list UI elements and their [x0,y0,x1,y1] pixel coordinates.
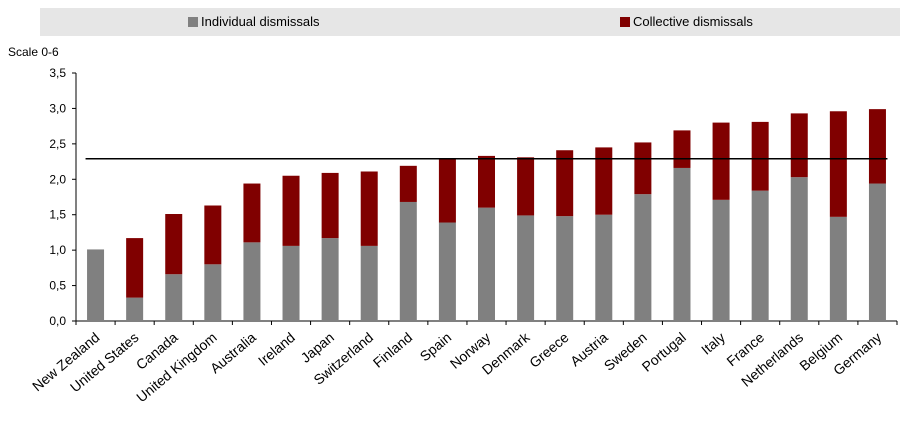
legend-label-collective: Collective dismissals [633,14,753,29]
x-category-label: United States [67,329,142,395]
bar-individual-dismissals [868,183,886,321]
bar-collective-dismissals [673,130,691,168]
bar-individual-dismissals [790,177,808,321]
bar-individual-dismissals [517,215,535,321]
y-tick-label: 0,0 [49,314,66,328]
bar-individual-dismissals [165,274,183,321]
bar-individual-dismissals [360,245,378,321]
bar-individual-dismissals [556,216,574,321]
bar-collective-dismissals [790,113,808,178]
bar-individual-dismissals [438,222,456,321]
bar-individual-dismissals [712,199,730,321]
y-axis-unit-label: Scale 0-6 [8,45,59,59]
bar-individual-dismissals [321,238,339,321]
bar-collective-dismissals [478,155,495,208]
bar-collective-dismissals [438,158,456,223]
bar-collective-dismissals [165,214,183,275]
y-tick-label: 3,5 [49,66,66,80]
x-category-label: Portugal [639,329,689,375]
y-tick-label: 3,0 [49,101,66,115]
bar-individual-dismissals [243,242,261,321]
bar-collective-dismissals [556,150,574,217]
bar-collective-dismissals [126,238,144,298]
y-tick-label: 1,5 [49,208,66,222]
bar-collective-dismissals [399,165,417,202]
bar-individual-dismissals [282,245,300,321]
bar-collective-dismissals [321,172,339,239]
x-category-label: Greece [526,329,572,371]
y-tick-label: 0,5 [49,279,66,293]
x-category-label: Ireland [255,329,298,369]
bar-collective-dismissals [243,183,261,243]
x-category-label: Italy [698,329,728,358]
bar-collective-dismissals [712,122,730,200]
bar-individual-dismissals [478,207,495,321]
legend: Individual dismissals Collective dismiss… [40,8,900,36]
bar-collective-dismissals [751,121,769,191]
y-tick-label: 1,0 [49,243,66,257]
legend-swatch-collective [620,16,630,27]
bar-individual-dismissals [204,264,222,321]
bar-individual-dismissals [829,216,847,321]
legend-item-individual: Individual dismissals [188,14,320,29]
bar-collective-dismissals [360,171,378,246]
bar-individual-dismissals [126,297,144,321]
bar-individual-dismissals [595,214,613,321]
bar-collective-dismissals [204,205,222,265]
bar-collective-dismissals [634,142,652,195]
bar-individual-dismissals [634,194,652,321]
legend-swatch-individual [188,16,198,27]
bar-collective-dismissals [517,157,535,216]
y-tick-label: 2,0 [49,172,66,186]
legend-item-collective: Collective dismissals [620,14,753,29]
y-tick-label: 2,5 [49,137,66,151]
bar-collective-dismissals [282,175,300,246]
bar-individual-dismissals [87,249,105,321]
bar-collective-dismissals [868,109,886,184]
bar-individual-dismissals [673,167,691,321]
x-category-label: Finland [370,329,415,371]
bar-collective-dismissals [595,147,613,215]
legend-label-individual: Individual dismissals [201,14,320,29]
bar-individual-dismissals [399,201,417,321]
bar-collective-dismissals [829,111,847,217]
bar-individual-dismissals [751,190,769,321]
